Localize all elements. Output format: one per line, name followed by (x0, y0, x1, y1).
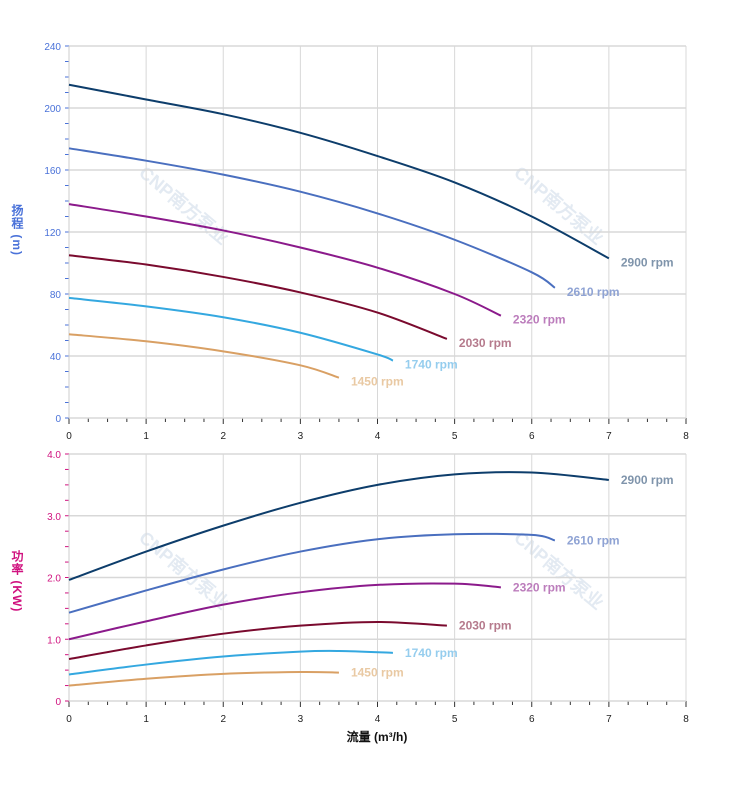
series-line (68, 147, 556, 289)
series-label: 2320 rpm (513, 580, 566, 594)
series-line (68, 254, 448, 340)
series-line (68, 203, 502, 317)
y-tick-label: 200 (44, 104, 61, 115)
series-line (68, 649, 393, 676)
series-label: 2900 rpm (621, 255, 674, 269)
y-tick-label: 4.0 (47, 450, 61, 461)
x-tick-label: 2 (220, 431, 226, 442)
series-label: 1450 rpm (351, 375, 404, 389)
x-tick-label: 7 (606, 714, 612, 725)
y-tick-label: 160 (44, 166, 61, 177)
x-tick-label: 2 (220, 714, 226, 725)
x-tick-label: 1 (143, 431, 149, 442)
series-line (68, 471, 609, 581)
y-tick-label: 2.0 (47, 574, 61, 585)
series-line (68, 582, 501, 641)
series-line (68, 333, 340, 379)
series-label: 2030 rpm (459, 619, 512, 633)
power-y-axis-title: 功率 (KW) (10, 550, 24, 613)
x-axis-title: 流量 (m³/h) (347, 729, 408, 744)
x-tick-label: 5 (452, 714, 458, 725)
watermark: CNP南方泵业 (510, 162, 608, 249)
series-line (68, 670, 339, 687)
x-tick-label: 4 (375, 714, 381, 725)
series-label: 1740 rpm (405, 358, 458, 372)
y-tick-label: 40 (50, 352, 62, 363)
y-tick-label: 240 (44, 42, 61, 53)
series-label: 2030 rpm (459, 336, 512, 350)
series-line (68, 296, 394, 362)
series-label: 1740 rpm (405, 646, 458, 660)
x-tick-label: 5 (452, 431, 458, 442)
series-label: 2610 rpm (567, 533, 620, 547)
x-tick-label: 6 (529, 431, 535, 442)
y-tick-label: 0 (55, 697, 61, 708)
x-tick-label: 3 (298, 431, 304, 442)
series-label: 1450 rpm (351, 666, 404, 680)
head-y-axis-title: 扬程 (m) (10, 204, 24, 256)
series-label: 2610 rpm (567, 285, 620, 299)
x-tick-label: 1 (143, 714, 149, 725)
x-tick-label: 8 (683, 431, 689, 442)
y-tick-label: 1.0 (47, 635, 61, 646)
y-tick-label: 80 (50, 290, 62, 301)
x-tick-label: 4 (375, 431, 381, 442)
series-line (68, 532, 556, 614)
series-line (68, 620, 447, 660)
y-tick-label: 0 (55, 414, 61, 425)
x-tick-label: 0 (66, 431, 72, 442)
series-line (68, 83, 610, 260)
y-tick-label: 3.0 (47, 512, 61, 523)
x-tick-label: 3 (298, 714, 304, 725)
x-tick-label: 6 (529, 714, 535, 725)
series-label: 2320 rpm (513, 313, 566, 327)
x-tick-label: 7 (606, 431, 612, 442)
y-tick-label: 120 (44, 228, 61, 239)
chart-panel-1: 0 1 2 3 4 5 6 7 8 0 1.0 2.0 3.0 4.0 流量 (m³/h) 2900 rpm 2… (47, 450, 689, 744)
series-label: 2900 rpm (621, 473, 674, 487)
x-tick-label: 8 (683, 714, 689, 725)
x-tick-label: 0 (66, 714, 72, 725)
